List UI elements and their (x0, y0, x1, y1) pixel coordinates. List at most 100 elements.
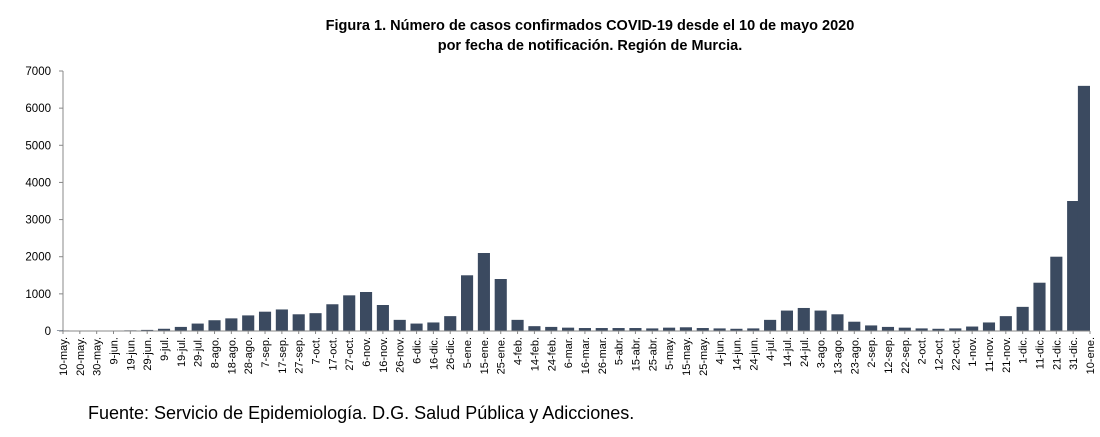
x-tick-label: 19-jun. (125, 337, 137, 371)
x-tick-label: 16-mar. (580, 337, 592, 374)
bar (292, 314, 305, 331)
x-tick-label: 4-jul. (765, 337, 777, 361)
bars-group (56, 85, 1090, 332)
bar (696, 328, 709, 331)
x-tick-label: 24-jul. (799, 337, 811, 367)
x-tick-label: 10-may. (58, 337, 70, 376)
x-tick-label: 12-sep. (883, 337, 895, 374)
x-tick-label: 4-jun. (715, 337, 727, 365)
y-tick-label: 6000 (25, 103, 51, 115)
x-tick-label: 18-ago. (226, 337, 238, 374)
bar (780, 310, 794, 331)
x-tick-label: 8-ago. (210, 337, 222, 368)
y-tick-label: 4000 (25, 177, 51, 189)
x-tick-label: 14-jun. (731, 337, 743, 371)
bar (932, 328, 945, 331)
bar (595, 328, 608, 331)
x-tick-label: 7-oct. (311, 337, 323, 365)
bar (713, 328, 726, 331)
x-tick-label: 3-ago. (816, 337, 828, 368)
x-tick-label: 5-ene. (462, 337, 474, 368)
x-tick-label: 2-sep. (866, 337, 878, 368)
x-tick-label: 27-sep. (294, 337, 306, 374)
bar (915, 328, 928, 331)
x-tick-label: 30-may. (92, 337, 104, 376)
bar (393, 319, 406, 331)
bar (764, 319, 777, 331)
x-tick-label: 16-dic. (428, 337, 440, 370)
chart-title: Figura 1. Número de casos confirmados CO… (150, 16, 1030, 56)
x-tick-label: 6-mar. (563, 337, 575, 368)
bar (258, 311, 272, 331)
bar (275, 309, 288, 331)
x-tick-label: 22-sep. (900, 337, 912, 374)
bar (1033, 282, 1046, 331)
bar (208, 320, 221, 331)
y-tick-label: 7000 (25, 66, 51, 78)
bar (1050, 256, 1063, 331)
bar (343, 295, 356, 331)
bar (141, 329, 154, 331)
bar (376, 305, 389, 331)
x-tick-label: 24-jun. (748, 337, 760, 371)
bar (444, 316, 457, 331)
bar (898, 327, 911, 331)
x-tick-label: 16-nov. (378, 337, 390, 373)
x-tick-label: 14-feb. (529, 337, 541, 371)
bar (730, 328, 743, 331)
x-tick-label: 29-jun. (142, 337, 154, 371)
x-tick-label: 15-ene. (479, 337, 491, 374)
bar (528, 326, 541, 331)
x-tick-label: 10-ene. (1085, 337, 1097, 374)
chart-title-line: Figura 1. Número de casos confirmados CO… (325, 18, 855, 34)
y-tick-label: 0 (45, 326, 51, 338)
y-axis: 0 1000 2000 3000 4000 5000 6000 7000 (25, 66, 64, 338)
bar (410, 323, 423, 331)
x-tick-label: 25-abr. (647, 337, 659, 371)
bar (1067, 201, 1080, 331)
bar (242, 315, 255, 331)
bar (461, 275, 474, 331)
bar (881, 326, 895, 331)
bar (562, 327, 575, 331)
bar (225, 318, 238, 331)
bar (309, 313, 322, 331)
x-tick-label: 22-oct. (950, 337, 962, 371)
x-tick-label: 15-abr. (630, 337, 642, 371)
x-tick-label: 4-feb. (513, 337, 525, 365)
bar (629, 328, 642, 331)
x-tick-label: 31-dic. (1068, 337, 1080, 370)
y-tick-label: 2000 (25, 252, 51, 264)
bar (949, 328, 962, 331)
y-tick-label: 5000 (25, 140, 51, 152)
x-tick-label: 28-ago. (243, 337, 255, 374)
x-tick-label: 13-ago. (832, 337, 844, 374)
bar (646, 328, 659, 331)
bar (511, 319, 524, 331)
bar (1016, 306, 1029, 331)
bar (359, 292, 373, 331)
x-tick-label: 25-may. (698, 337, 710, 376)
x-tick-label: 21-dic. (1051, 337, 1063, 370)
bar (999, 316, 1012, 331)
bar (679, 327, 692, 331)
x-tick-label: 21-nov. (1001, 337, 1013, 373)
y-tick-label: 3000 (25, 215, 51, 227)
bar (612, 328, 625, 331)
x-tick-label: 26-mar. (597, 337, 609, 374)
x-tick-label: 27-oct. (344, 337, 356, 371)
bar (174, 326, 187, 331)
x-tick-label: 24-feb. (546, 337, 558, 371)
x-tick-label: 26-dic. (445, 337, 457, 370)
bar (477, 253, 490, 331)
bar (545, 326, 558, 331)
x-tick-label: 15-may. (681, 337, 693, 376)
x-tick-label: 19-jul. (176, 337, 188, 367)
bar (865, 325, 878, 331)
x-tick-label: 14-jul. (782, 337, 794, 367)
bar (494, 279, 507, 331)
y-tick-label: 1000 (25, 289, 51, 301)
bar (663, 327, 676, 331)
x-tick-label: 20-may. (75, 337, 87, 376)
bar (578, 328, 591, 331)
